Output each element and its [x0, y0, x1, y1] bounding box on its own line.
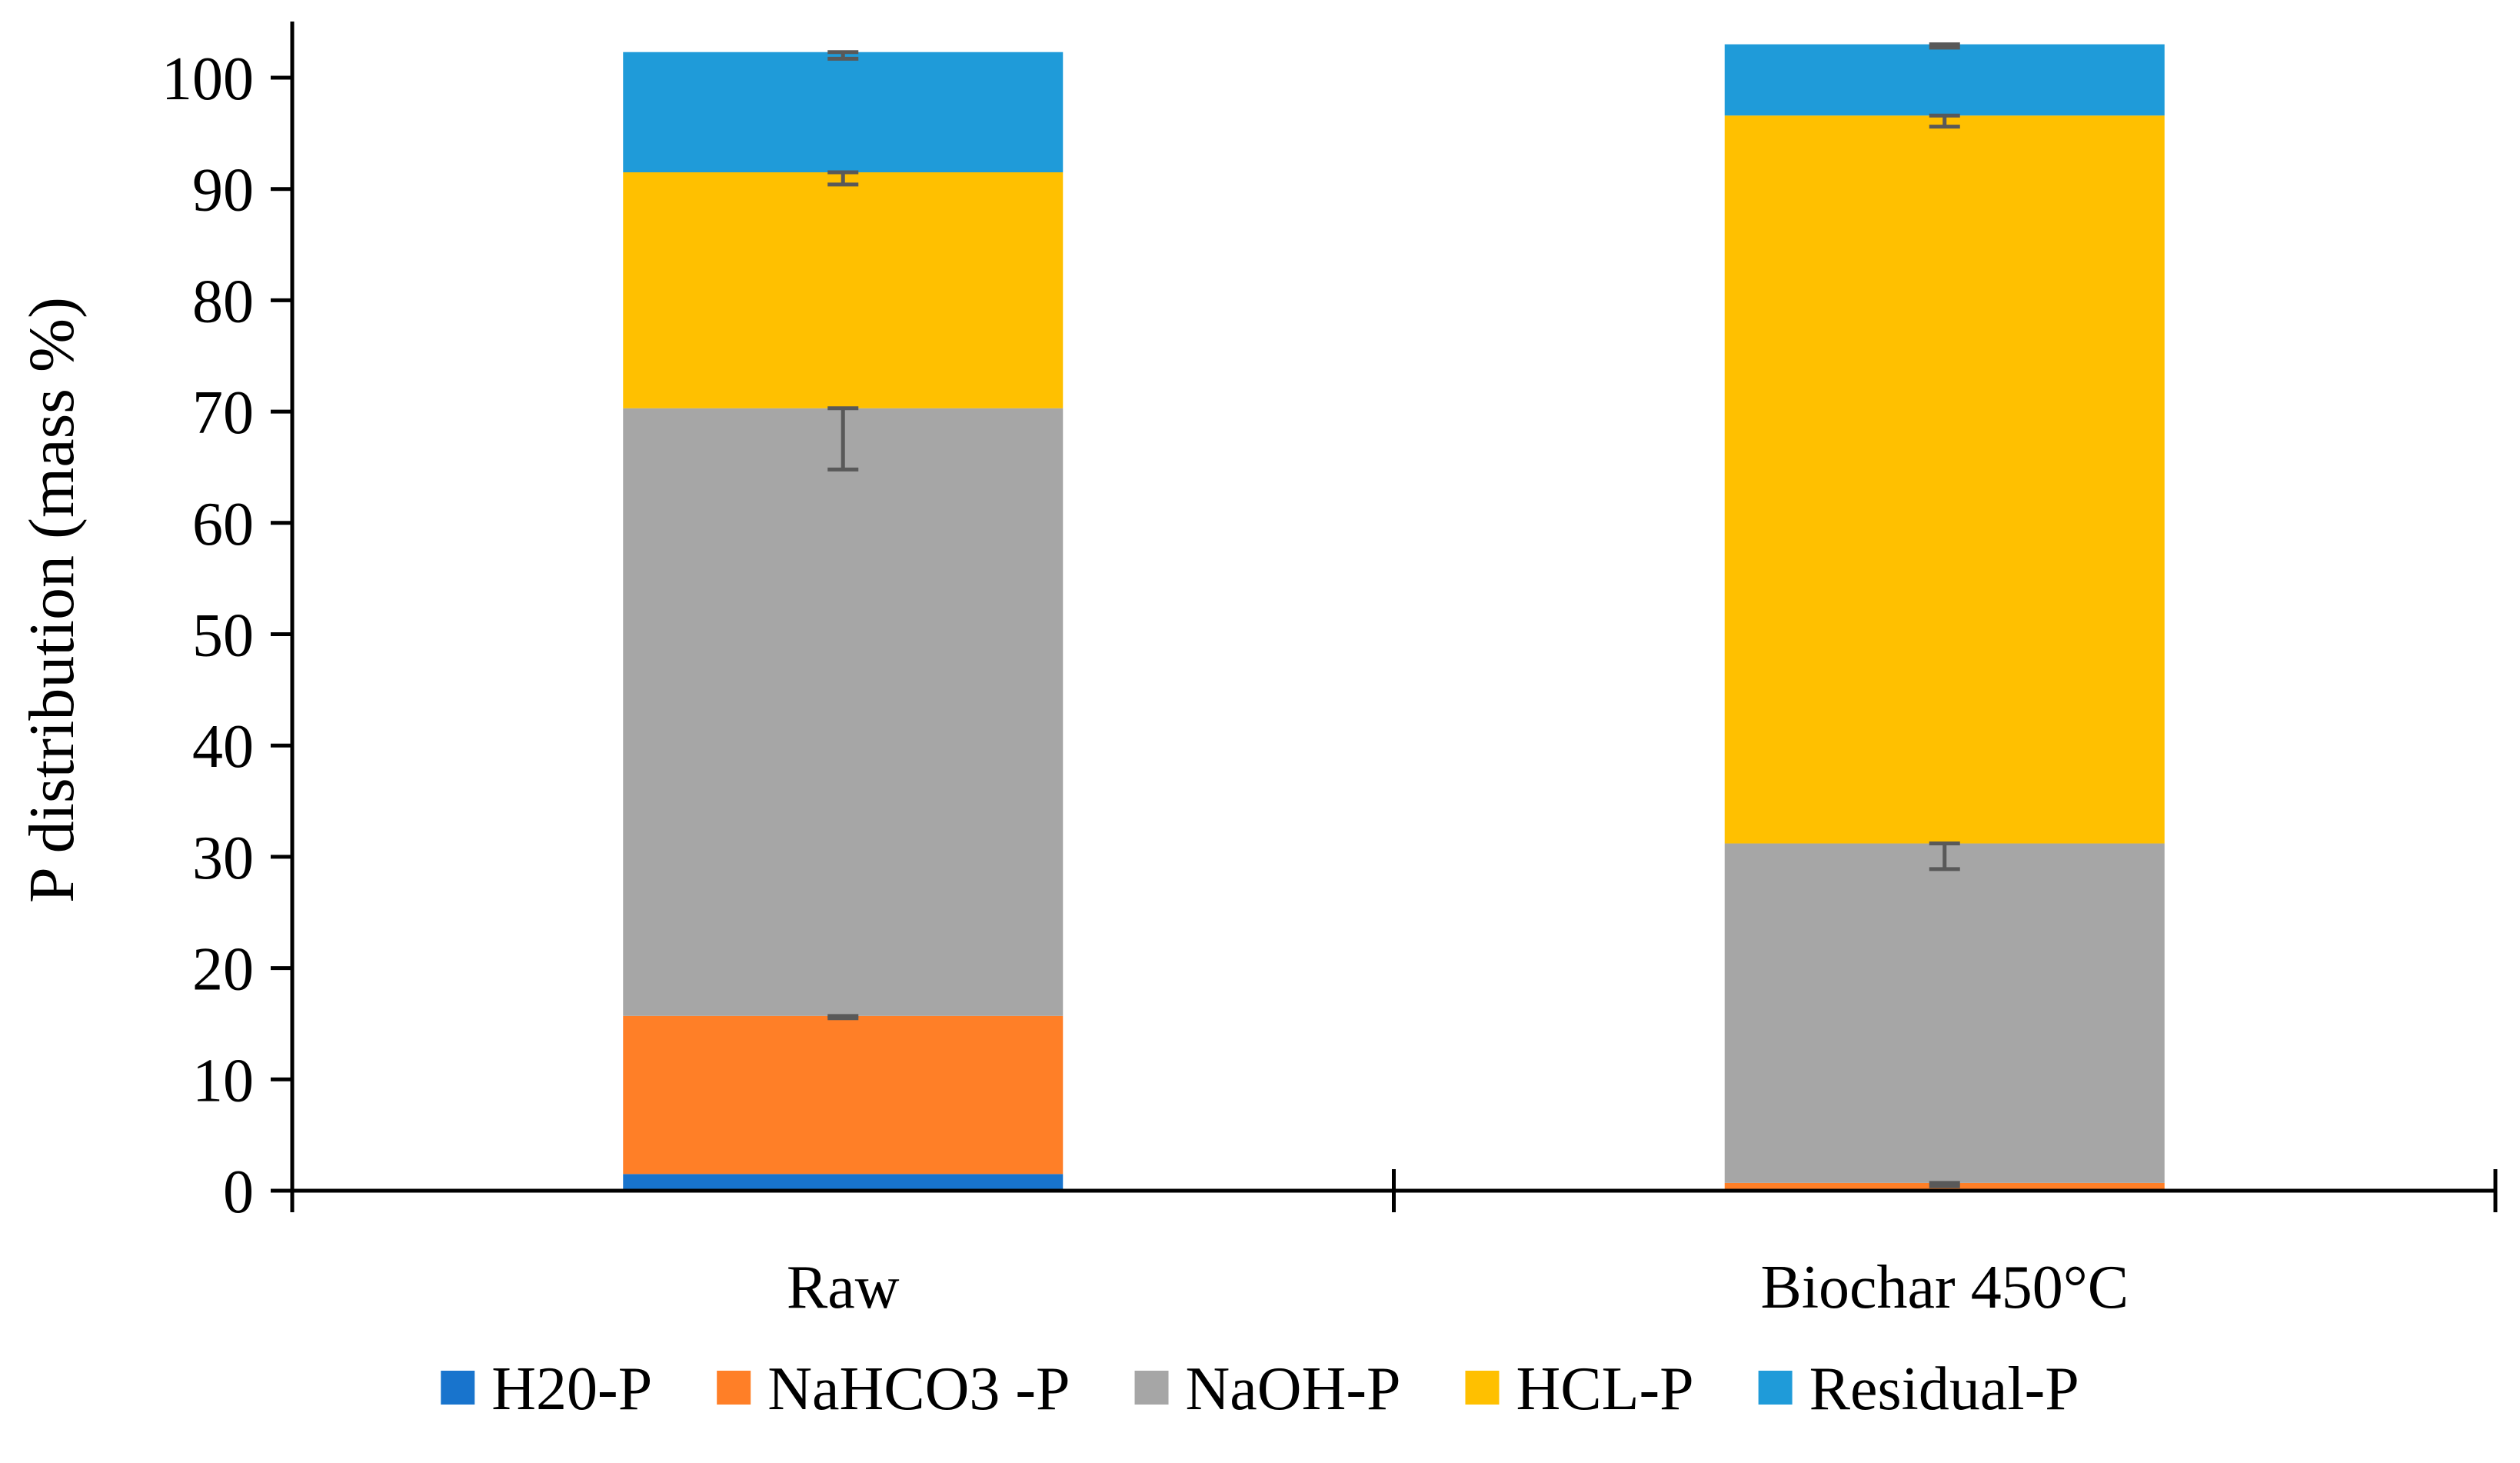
- labels-layer: Raw Biochar 450°C 0 10 20 30 40 50 60 70 80 90 100: [161, 45, 2129, 1321]
- y-tick-label: 40: [192, 713, 254, 781]
- legend-swatch-4: [1758, 1371, 1793, 1405]
- bar-segment-1-4: [1724, 44, 2165, 116]
- x-tick-label: Biochar 450°C: [1760, 1254, 2129, 1321]
- bar-segment-0-1: [623, 1015, 1064, 1175]
- y-tick-label: 50: [192, 602, 254, 670]
- y-tick-label: 70: [192, 379, 254, 447]
- bar-segment-1-3: [1724, 115, 2165, 844]
- y-tick-label: 80: [192, 268, 254, 335]
- legend-swatch-1: [717, 1371, 751, 1405]
- y-tick-label: 0: [223, 1158, 254, 1226]
- bars-layer: [623, 44, 2165, 1191]
- legend-swatch-0: [441, 1371, 475, 1405]
- legend[interactable]: H20-P NaHCO3 -P NaOH-P HCL-P Residual-P: [441, 1355, 2079, 1423]
- y-axis-title: P distribution (mass %): [16, 297, 88, 903]
- bar-segment-0-3: [623, 172, 1064, 408]
- y-tick-label: 20: [192, 936, 254, 1004]
- x-tick-label: Raw: [787, 1254, 900, 1321]
- legend-label: NaOH-P: [1186, 1355, 1401, 1423]
- axes-layer: [271, 22, 2498, 1212]
- y-tick-label: 60: [192, 491, 254, 558]
- legend-swatch-3: [1465, 1371, 1500, 1405]
- legend-label: NaHCO3 -P: [767, 1355, 1070, 1423]
- legend-swatch-2: [1134, 1371, 1169, 1405]
- bar-segment-0-0: [623, 1174, 1064, 1191]
- bar-segment-0-4: [623, 52, 1064, 172]
- bar-segment-0-2: [623, 408, 1064, 1016]
- bar-segment-1-2: [1724, 843, 2165, 1183]
- y-tick-label: 100: [161, 45, 254, 113]
- y-tick-label: 10: [192, 1047, 254, 1115]
- error-bars-layer: [827, 42, 1960, 1188]
- y-tick-label: 30: [192, 825, 254, 892]
- legend-label: HCL-P: [1516, 1355, 1693, 1423]
- legend-label: H20-P: [491, 1355, 652, 1423]
- y-tick-label: 90: [192, 157, 254, 225]
- legend-label: Residual-P: [1809, 1355, 2079, 1423]
